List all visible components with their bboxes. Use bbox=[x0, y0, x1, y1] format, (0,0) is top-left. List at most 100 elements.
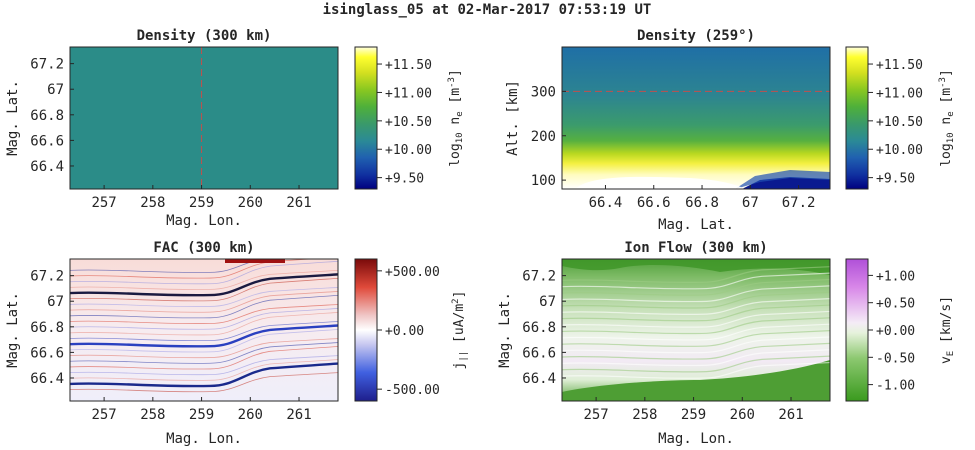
flow-band bbox=[562, 310, 830, 328]
y-axis-label: Mag. Lat. bbox=[497, 292, 513, 368]
flow-band bbox=[562, 266, 830, 284]
x-tick-label: 259 bbox=[681, 407, 706, 423]
x-tick-label: 257 bbox=[91, 407, 116, 423]
colorbar-label: log10 ne [m-3] bbox=[447, 69, 465, 167]
flow-band bbox=[562, 361, 830, 379]
x-tick-label: 67.2 bbox=[782, 195, 816, 211]
fac-band bbox=[70, 355, 338, 376]
x-axis-label: Mag. Lon. bbox=[658, 431, 734, 447]
fac-band bbox=[70, 362, 338, 388]
panel-fac-300km: FAC (300 km) 257 258 259 260 261 67.2 67 66.8 6… bbox=[5, 240, 469, 447]
plot-frame bbox=[69, 46, 339, 190]
x-tick-label: 258 bbox=[632, 407, 657, 423]
fac-band bbox=[70, 270, 338, 290]
x-tick-label: 261 bbox=[286, 195, 311, 211]
flow-band bbox=[562, 291, 830, 309]
low-density-shade bbox=[735, 170, 830, 189]
flow-bands bbox=[562, 266, 830, 379]
y-tick-label: 66.6 bbox=[522, 345, 556, 361]
colorbar-label: vE [km/s] bbox=[939, 296, 956, 364]
flow-band bbox=[562, 304, 830, 322]
x-tick-label: 67 bbox=[742, 195, 759, 211]
y-tick-label: 67 bbox=[47, 82, 64, 98]
fac-band bbox=[70, 312, 338, 336]
colorbar bbox=[354, 46, 378, 190]
flow-band bbox=[562, 323, 830, 341]
fac-band bbox=[70, 277, 338, 302]
density-altitude-field bbox=[562, 47, 830, 189]
fac-band bbox=[70, 338, 338, 359]
y-tick-label: 67 bbox=[539, 294, 556, 310]
colorbar-tick-label: +9.50 bbox=[876, 172, 915, 187]
colorbar bbox=[354, 258, 378, 402]
y-tick-label: 67 bbox=[47, 294, 64, 310]
colorbar-tick-label: +11.00 bbox=[385, 86, 432, 101]
flow-band bbox=[562, 272, 830, 290]
flow-band bbox=[562, 355, 830, 373]
flow-band bbox=[562, 278, 830, 296]
x-tick-label: 261 bbox=[778, 407, 803, 423]
y-tick-label: 67.2 bbox=[522, 269, 556, 285]
x-tick-label: 259 bbox=[189, 195, 214, 211]
flow-band bbox=[562, 336, 830, 354]
x-tick-label: 259 bbox=[189, 407, 214, 423]
fac-band bbox=[70, 342, 338, 364]
x-tick-label: 260 bbox=[238, 195, 263, 211]
colorbar-tick-label: +0.00 bbox=[385, 324, 424, 339]
flow-band bbox=[562, 285, 830, 303]
flow-top-band bbox=[562, 259, 830, 275]
plot-frame bbox=[69, 258, 339, 402]
fac-band bbox=[70, 259, 263, 273]
colorbar bbox=[845, 46, 869, 190]
fac-band bbox=[70, 324, 338, 348]
colorbar-tick-label: +1.00 bbox=[876, 269, 915, 284]
colorbar-tick-label: +11.50 bbox=[876, 58, 923, 73]
colorbar-tick-label: +0.50 bbox=[876, 297, 915, 312]
y-tick-label: 66.6 bbox=[30, 345, 64, 361]
x-tick-label: 261 bbox=[286, 407, 311, 423]
figure-title: isinglass_05 at 02-Mar-2017 07:53:19 UT bbox=[323, 2, 652, 18]
flow-band bbox=[562, 330, 830, 347]
colorbar-tick-label: +9.50 bbox=[385, 172, 424, 187]
x-tick-label: 260 bbox=[238, 407, 263, 423]
y-tick-label: 300 bbox=[531, 84, 556, 100]
fac-band bbox=[70, 346, 338, 370]
colorbar-tick-label: +500.00 bbox=[385, 265, 440, 280]
fac-band bbox=[70, 273, 338, 297]
colorbar-tick-label: +10.50 bbox=[385, 115, 432, 130]
fac-band bbox=[70, 308, 338, 330]
y-tick-label: 67.2 bbox=[30, 57, 64, 73]
flow-band bbox=[562, 349, 830, 367]
y-axis-label: Mag. Lat. bbox=[5, 80, 21, 156]
y-tick-label: 66.8 bbox=[522, 320, 556, 336]
y-axis-label: Mag. Lat. bbox=[5, 292, 21, 368]
colorbar-tick-label: -1.00 bbox=[876, 379, 915, 394]
colorbar-tick-label: +10.00 bbox=[385, 143, 432, 158]
colorbar-tick-label: -0.50 bbox=[876, 351, 915, 366]
fac-band bbox=[70, 359, 338, 381]
flow-bottom-band bbox=[562, 360, 830, 401]
x-axis-label: Mag. Lon. bbox=[166, 431, 242, 447]
fac-band bbox=[70, 304, 338, 325]
x-axis-label: Mag. Lon. bbox=[166, 213, 242, 229]
x-tick-label: 257 bbox=[91, 195, 116, 211]
fac-band bbox=[70, 287, 338, 307]
panel-title: FAC (300 km) bbox=[153, 240, 254, 256]
density-field-shade bbox=[70, 47, 338, 189]
x-tick-label: 258 bbox=[140, 195, 165, 211]
panel-density-259: Density (259°) 66.4 66.6 66.8 67 67.2 300 200… bbox=[505, 28, 956, 233]
fac-band bbox=[70, 295, 338, 319]
colorbar-label: j|| [uA/m2] bbox=[451, 291, 469, 370]
y-tick-label: 200 bbox=[531, 129, 556, 145]
colorbar-tick-label: +11.50 bbox=[385, 58, 432, 73]
fac-bands bbox=[70, 259, 338, 393]
panel-ion-flow-300km: Ion Flow (300 km) 257 258 259 260 261 67.2 67… bbox=[497, 240, 956, 447]
panel-title: Density (259°) bbox=[637, 28, 755, 44]
colorbar-tick-label: +10.50 bbox=[876, 115, 923, 130]
x-tick-label: 66.6 bbox=[637, 195, 671, 211]
colorbar-tick-label: +10.00 bbox=[876, 143, 923, 158]
colorbar bbox=[845, 258, 869, 402]
x-tick-label: 257 bbox=[583, 407, 608, 423]
y-tick-label: 66.6 bbox=[30, 133, 64, 149]
